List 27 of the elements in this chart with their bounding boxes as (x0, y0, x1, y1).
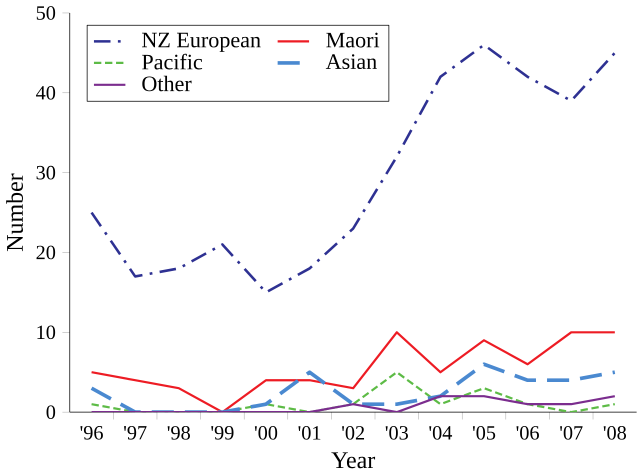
y-axis-title: Number (6, 173, 23, 251)
y-tick-label: 0 (46, 405, 56, 419)
x-tick-label: '00 (254, 426, 278, 440)
x-tick-label: '07 (560, 426, 583, 440)
legend-label: Maori (326, 32, 380, 48)
x-tick-label: '03 (386, 426, 408, 440)
legend-label: NZ European (142, 32, 261, 52)
x-tick-label: '02 (342, 426, 364, 440)
x-tick-label: '04 (429, 426, 452, 440)
x-axis-title: Year (331, 452, 376, 468)
x-tick-label: '05 (472, 426, 496, 440)
legend-label: Asian (326, 54, 377, 69)
y-tick-label: 20 (36, 245, 56, 260)
line-series (90, 331, 616, 412)
legend-label: Other (142, 76, 192, 92)
x-tick-label: '06 (516, 426, 539, 440)
x-tick-label: '96 (80, 426, 103, 440)
x-tick-label: '01 (298, 426, 320, 440)
x-tick-label: '98 (168, 426, 190, 440)
x-tick-label: '99 (211, 426, 234, 440)
y-tick-label: 50 (36, 6, 56, 20)
legend-label: Pacific (142, 54, 202, 70)
x-tick-label: '08 (604, 426, 626, 440)
y-tick-label: 40 (36, 86, 56, 100)
y-tick-label: 30 (36, 166, 56, 180)
y-tick-label: 10 (37, 325, 56, 339)
x-tick-label: '97 (124, 426, 147, 440)
